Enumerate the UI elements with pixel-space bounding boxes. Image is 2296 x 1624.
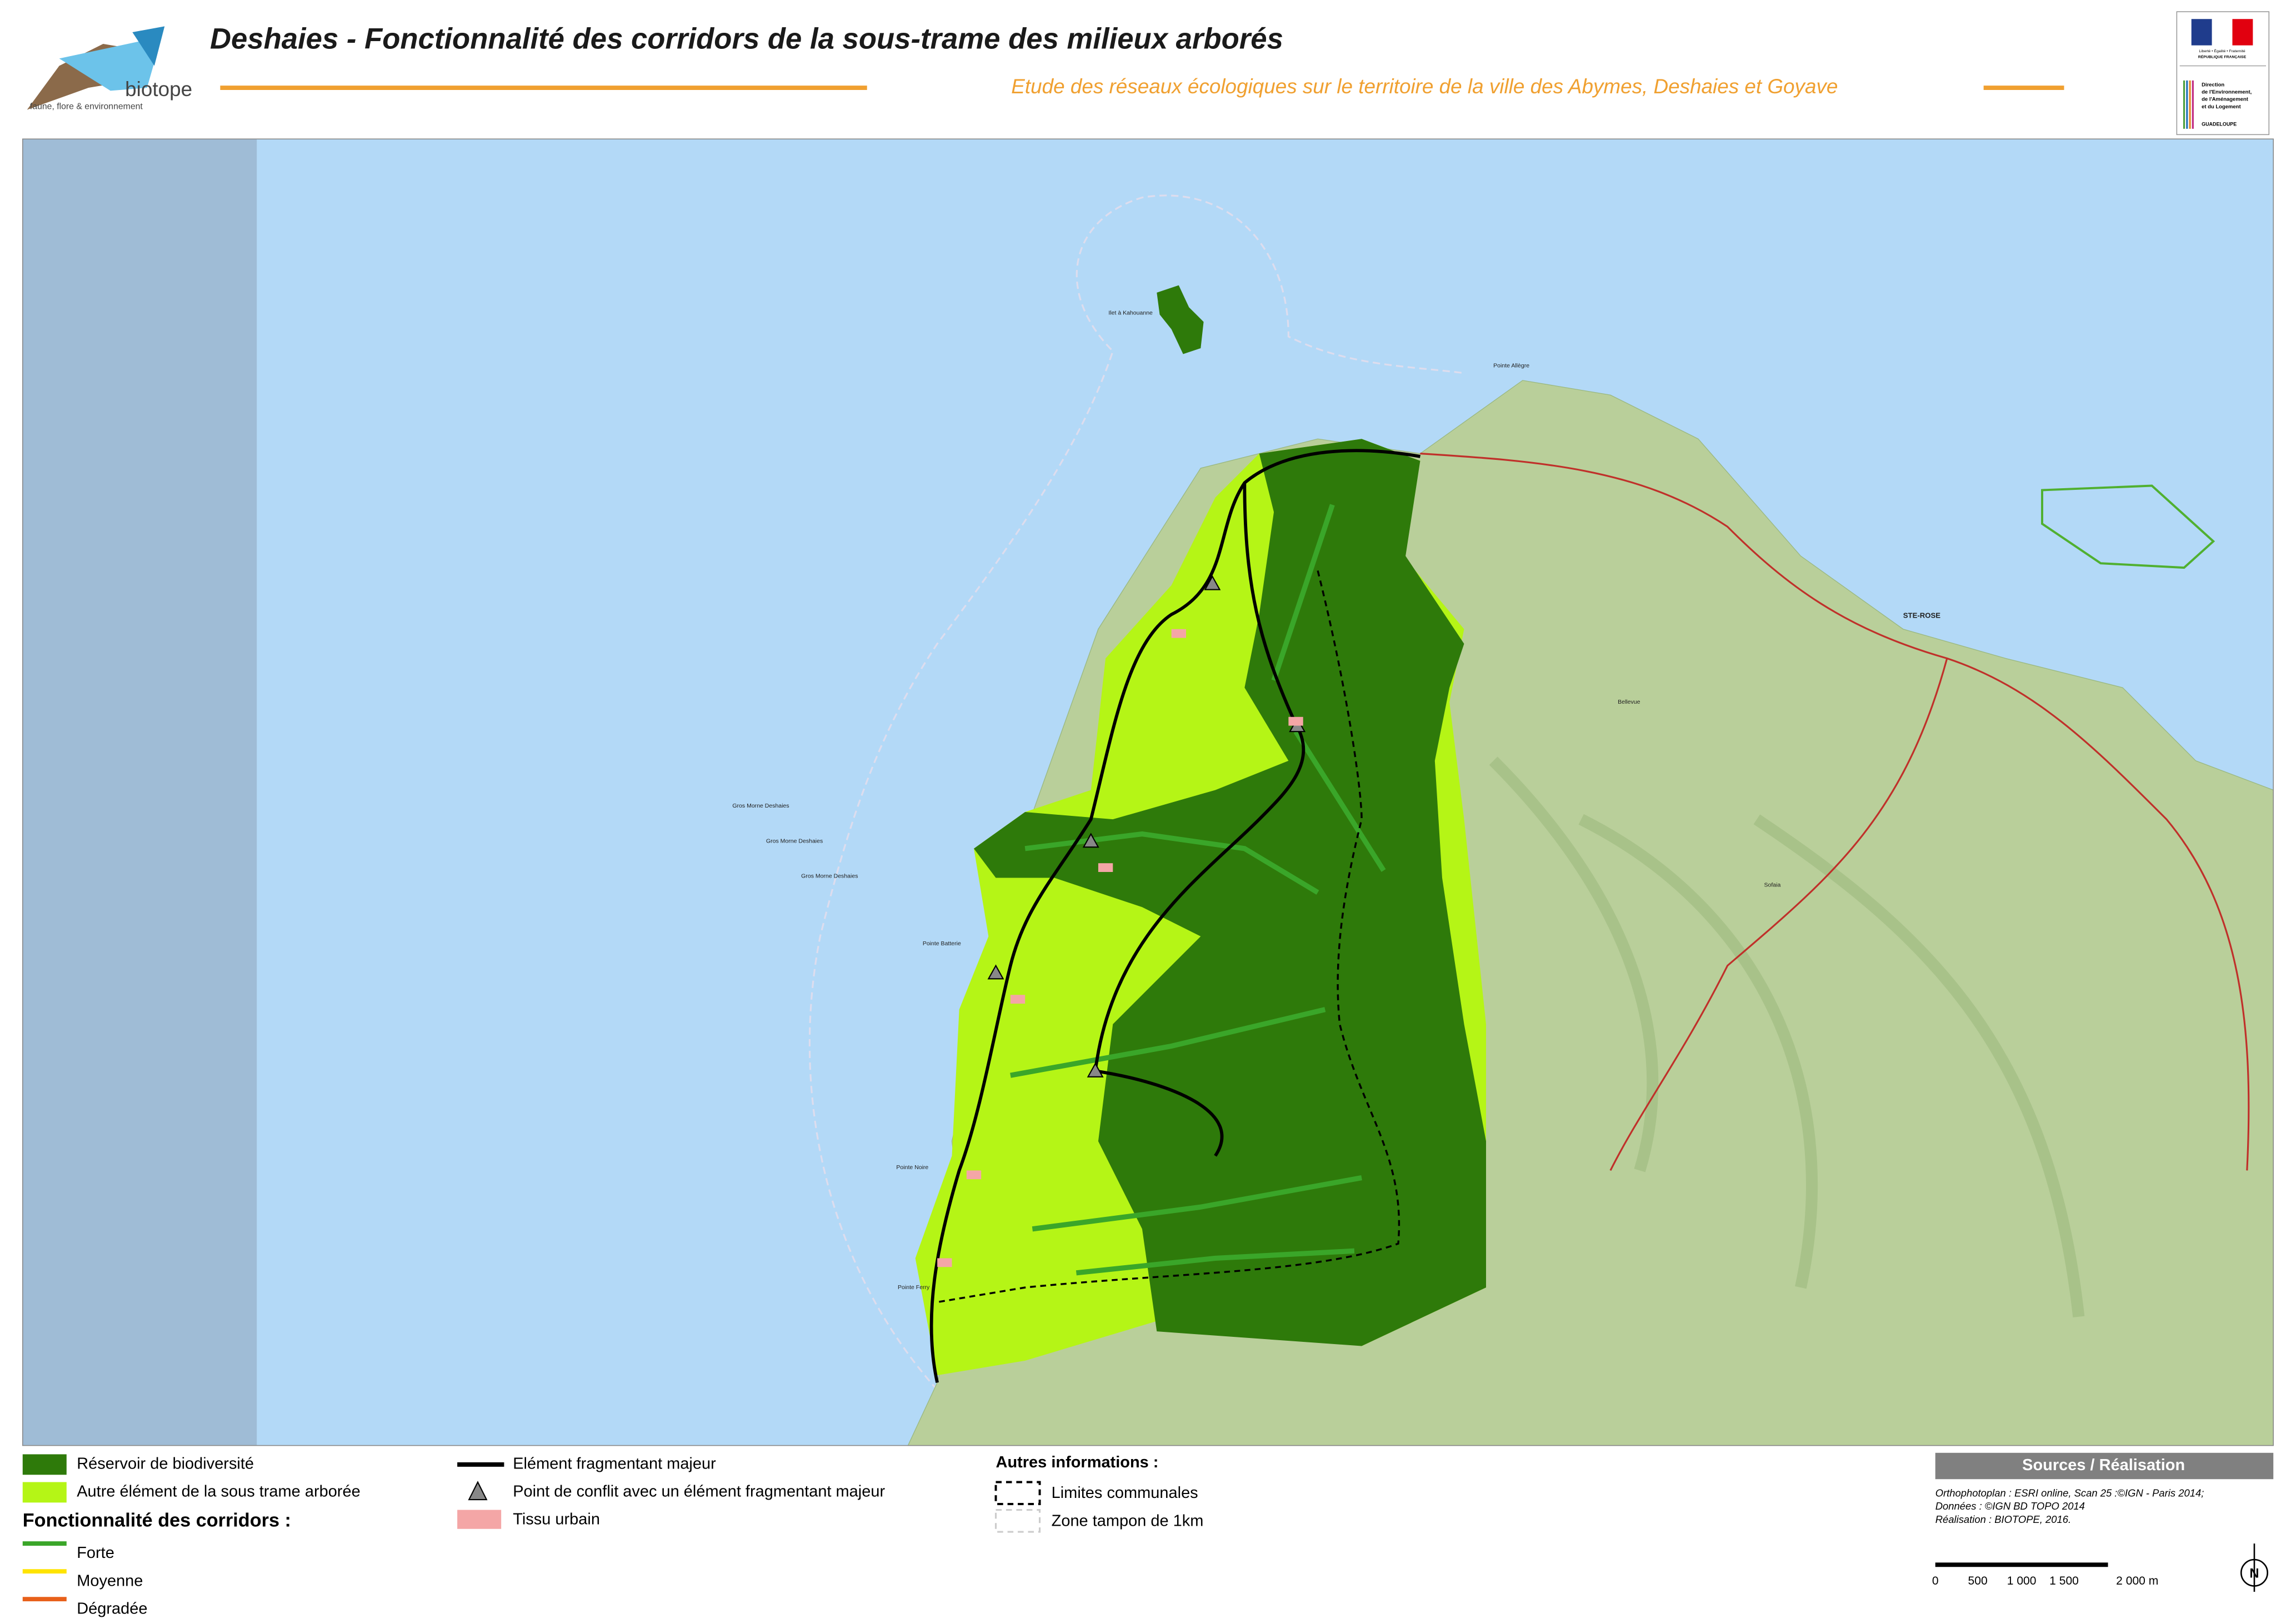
label: de l'Aménagement [2202,97,2249,103]
flag [2191,19,2212,46]
label: Pointe Ferry [898,1284,930,1291]
corridor [1293,730,1386,872]
label: Direction [2202,82,2224,88]
islet [1157,285,1204,354]
swatch [994,1508,1041,1533]
label: Dégradée [77,1600,147,1617]
label: Zone tampon de 1km [1052,1512,1204,1530]
flag [2232,19,2253,46]
sources-header [1935,1452,2274,1480]
label: Liberté • Égalité • Fraternité [2199,48,2245,53]
map-border [22,138,2274,1446]
label: Etude des réseaux écologiques sur le ter… [1011,75,1838,98]
label: Forte [77,1544,114,1562]
label: Limites communales [1052,1484,1198,1502]
label: 0 [1932,1575,1939,1587]
corridor [1032,1175,1362,1232]
label: Elément fragmentant majeur [513,1455,716,1473]
urban [937,1258,952,1267]
label: Gros Morne Deshaies [766,838,823,844]
label: Pointe Batterie [923,940,961,947]
label: Gros Morne Deshaies [732,803,789,809]
label: Gros Morne Deshaies [801,873,858,880]
urban [1098,863,1113,873]
buffer-zone [808,194,1464,1391]
road [1420,453,2250,1171]
conflict-point [987,964,1004,980]
label: RÉPUBLIQUE FRANÇAISE [2198,54,2247,59]
commune-limit [937,570,1400,1304]
urban [966,1170,982,1180]
logo-shape [132,26,165,66]
label: Moyenne [77,1572,143,1590]
label: Pointe Noire [896,1164,928,1171]
logo-shape [59,36,162,91]
corridor [1010,1007,1326,1078]
label: faune, flore & environnement [30,102,143,111]
conflict-point [1087,1062,1104,1077]
label: Données : ©IGN BD TOPO 2014 [1935,1500,2085,1512]
swatch [22,1482,67,1503]
major-road [929,449,1420,1383]
swatch [457,1510,502,1529]
label: Fonctionnalité des corridors : [23,1510,291,1531]
label: Bellevue [1618,699,1640,705]
label: Pointe Allègre [1493,362,1529,369]
swatch [468,1481,488,1501]
label: Autre élément de la sous trame arborée [77,1483,360,1501]
urban [1010,995,1026,1004]
corridor [1076,1248,1355,1276]
label: Réservoir de biodiversité [77,1455,254,1473]
swatch [22,1454,67,1475]
label: 1 500 [2049,1575,2079,1587]
label: 500 [1968,1575,1988,1587]
swatch [994,1481,1041,1505]
label: Autres informations : [996,1453,1159,1471]
urban [1288,716,1303,726]
scale-bar [1935,1562,2108,1567]
label: Orthophotoplan : ESRI online, Scan 25 :©… [1935,1487,2204,1498]
label: N [2249,1567,2259,1581]
label: 1 000 [2007,1575,2037,1587]
label: et du Logement [2202,104,2241,110]
label: 2 000 m [2116,1575,2158,1587]
label: de l'Environnement, [2202,89,2252,95]
urban [1171,629,1186,638]
label: biotope [125,78,192,101]
corridor [1024,831,1319,895]
label: STE-ROSE [1903,611,1940,619]
label: Deshaies - Fonctionnalité des corridors … [210,23,1283,56]
label: Réalisation : BIOTOPE, 2016. [1935,1513,2071,1525]
islet [2041,484,2215,569]
label: Ilet à Kahouanne [1108,310,1153,317]
reservoir [974,439,1487,1346]
label: Sofaia [1764,881,1781,888]
label: Tissu urbain [513,1511,600,1528]
corridor [1271,504,1335,681]
label: Sources / Réalisation [2022,1456,2185,1474]
label: Point de conflit avec un élément fragmen… [513,1483,885,1501]
label: GUADELOUPE [2202,121,2237,127]
conflict-point [1204,575,1221,590]
off-map [22,139,257,1446]
conflict-point [1082,833,1099,848]
